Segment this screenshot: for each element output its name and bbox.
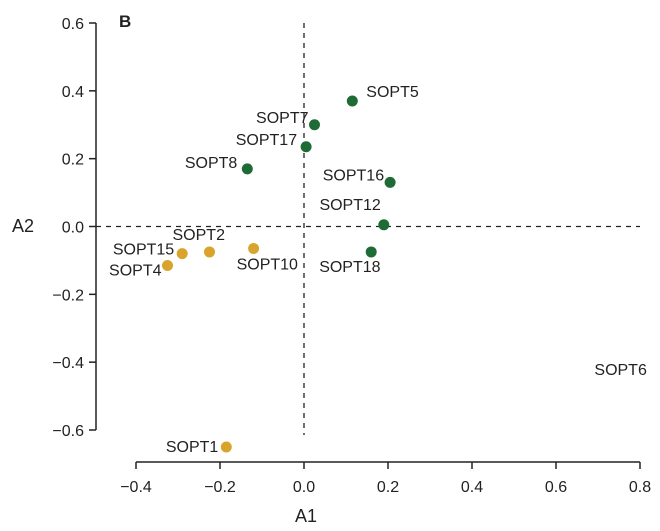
x-tick-label: 0.4 bbox=[461, 479, 483, 496]
data-point-sopt4 bbox=[162, 260, 173, 272]
point-label-sopt6: SOPT6 bbox=[594, 362, 647, 379]
y-tick-label: −0.4 bbox=[52, 355, 84, 372]
y-tick-label: −0.6 bbox=[52, 423, 84, 440]
point-label-sopt12: SOPT12 bbox=[319, 197, 380, 214]
x-tick-label: 0.8 bbox=[629, 479, 651, 496]
data-point-sopt7 bbox=[309, 119, 320, 131]
data-point-sopt5 bbox=[346, 95, 358, 107]
y-tick-label: 0.6 bbox=[62, 16, 84, 33]
x-tick-label: 0.6 bbox=[545, 479, 567, 496]
reference-lines bbox=[96, 23, 640, 435]
x-axis-title: A1 bbox=[295, 506, 317, 526]
data-point-sopt16 bbox=[384, 176, 396, 188]
data-point-sopt18 bbox=[365, 246, 377, 258]
data-point-sopt1 bbox=[220, 441, 232, 453]
x-tick-label: 0.2 bbox=[377, 479, 399, 496]
point-label-sopt7: SOPT7 bbox=[256, 110, 309, 127]
y-tick-label: 0.2 bbox=[62, 152, 84, 169]
y-axis-title: A2 bbox=[12, 216, 34, 236]
data-point-sopt2 bbox=[204, 246, 215, 258]
y-tick-label: 0.0 bbox=[62, 220, 84, 237]
point-label-sopt17: SOPT17 bbox=[236, 132, 297, 149]
x-tick-label: 0.0 bbox=[293, 479, 315, 496]
data-point-sopt12 bbox=[378, 219, 390, 231]
point-label-sopt2: SOPT2 bbox=[173, 227, 226, 244]
data-points bbox=[162, 95, 396, 453]
point-label-sopt4: SOPT4 bbox=[109, 263, 162, 280]
data-point-sopt8 bbox=[241, 163, 253, 175]
x-tick-label: −0.2 bbox=[204, 479, 236, 496]
data-point-sopt15 bbox=[176, 248, 188, 260]
axes-group: −0.4 −0.2 0.0 0.2 0.4 0.6 0.8 0.6 0.4 0.2 0.0 −0.2 −… bbox=[52, 16, 651, 496]
point-label-sopt1: SOPT1 bbox=[166, 439, 219, 456]
point-label-sopt8: SOPT8 bbox=[185, 155, 238, 172]
point-label-sopt10: SOPT10 bbox=[237, 257, 298, 274]
point-label-sopt15: SOPT15 bbox=[113, 242, 174, 259]
point-label-sopt5: SOPT5 bbox=[366, 84, 419, 101]
y-tick-label: 0.4 bbox=[62, 84, 84, 101]
point-labels: SOPT5 SOPT7 SOPT17 SOPT8 SOPT16 SOPT12 SOPT18 S… bbox=[109, 84, 647, 456]
x-tick-label: −0.4 bbox=[120, 479, 152, 496]
point-label-sopt16: SOPT16 bbox=[323, 167, 384, 184]
data-point-sopt17 bbox=[300, 141, 312, 153]
panel-label: B bbox=[119, 12, 131, 31]
y-tick-label: −0.2 bbox=[52, 287, 84, 304]
point-label-sopt18: SOPT18 bbox=[319, 259, 380, 276]
data-point-sopt10 bbox=[248, 243, 260, 255]
